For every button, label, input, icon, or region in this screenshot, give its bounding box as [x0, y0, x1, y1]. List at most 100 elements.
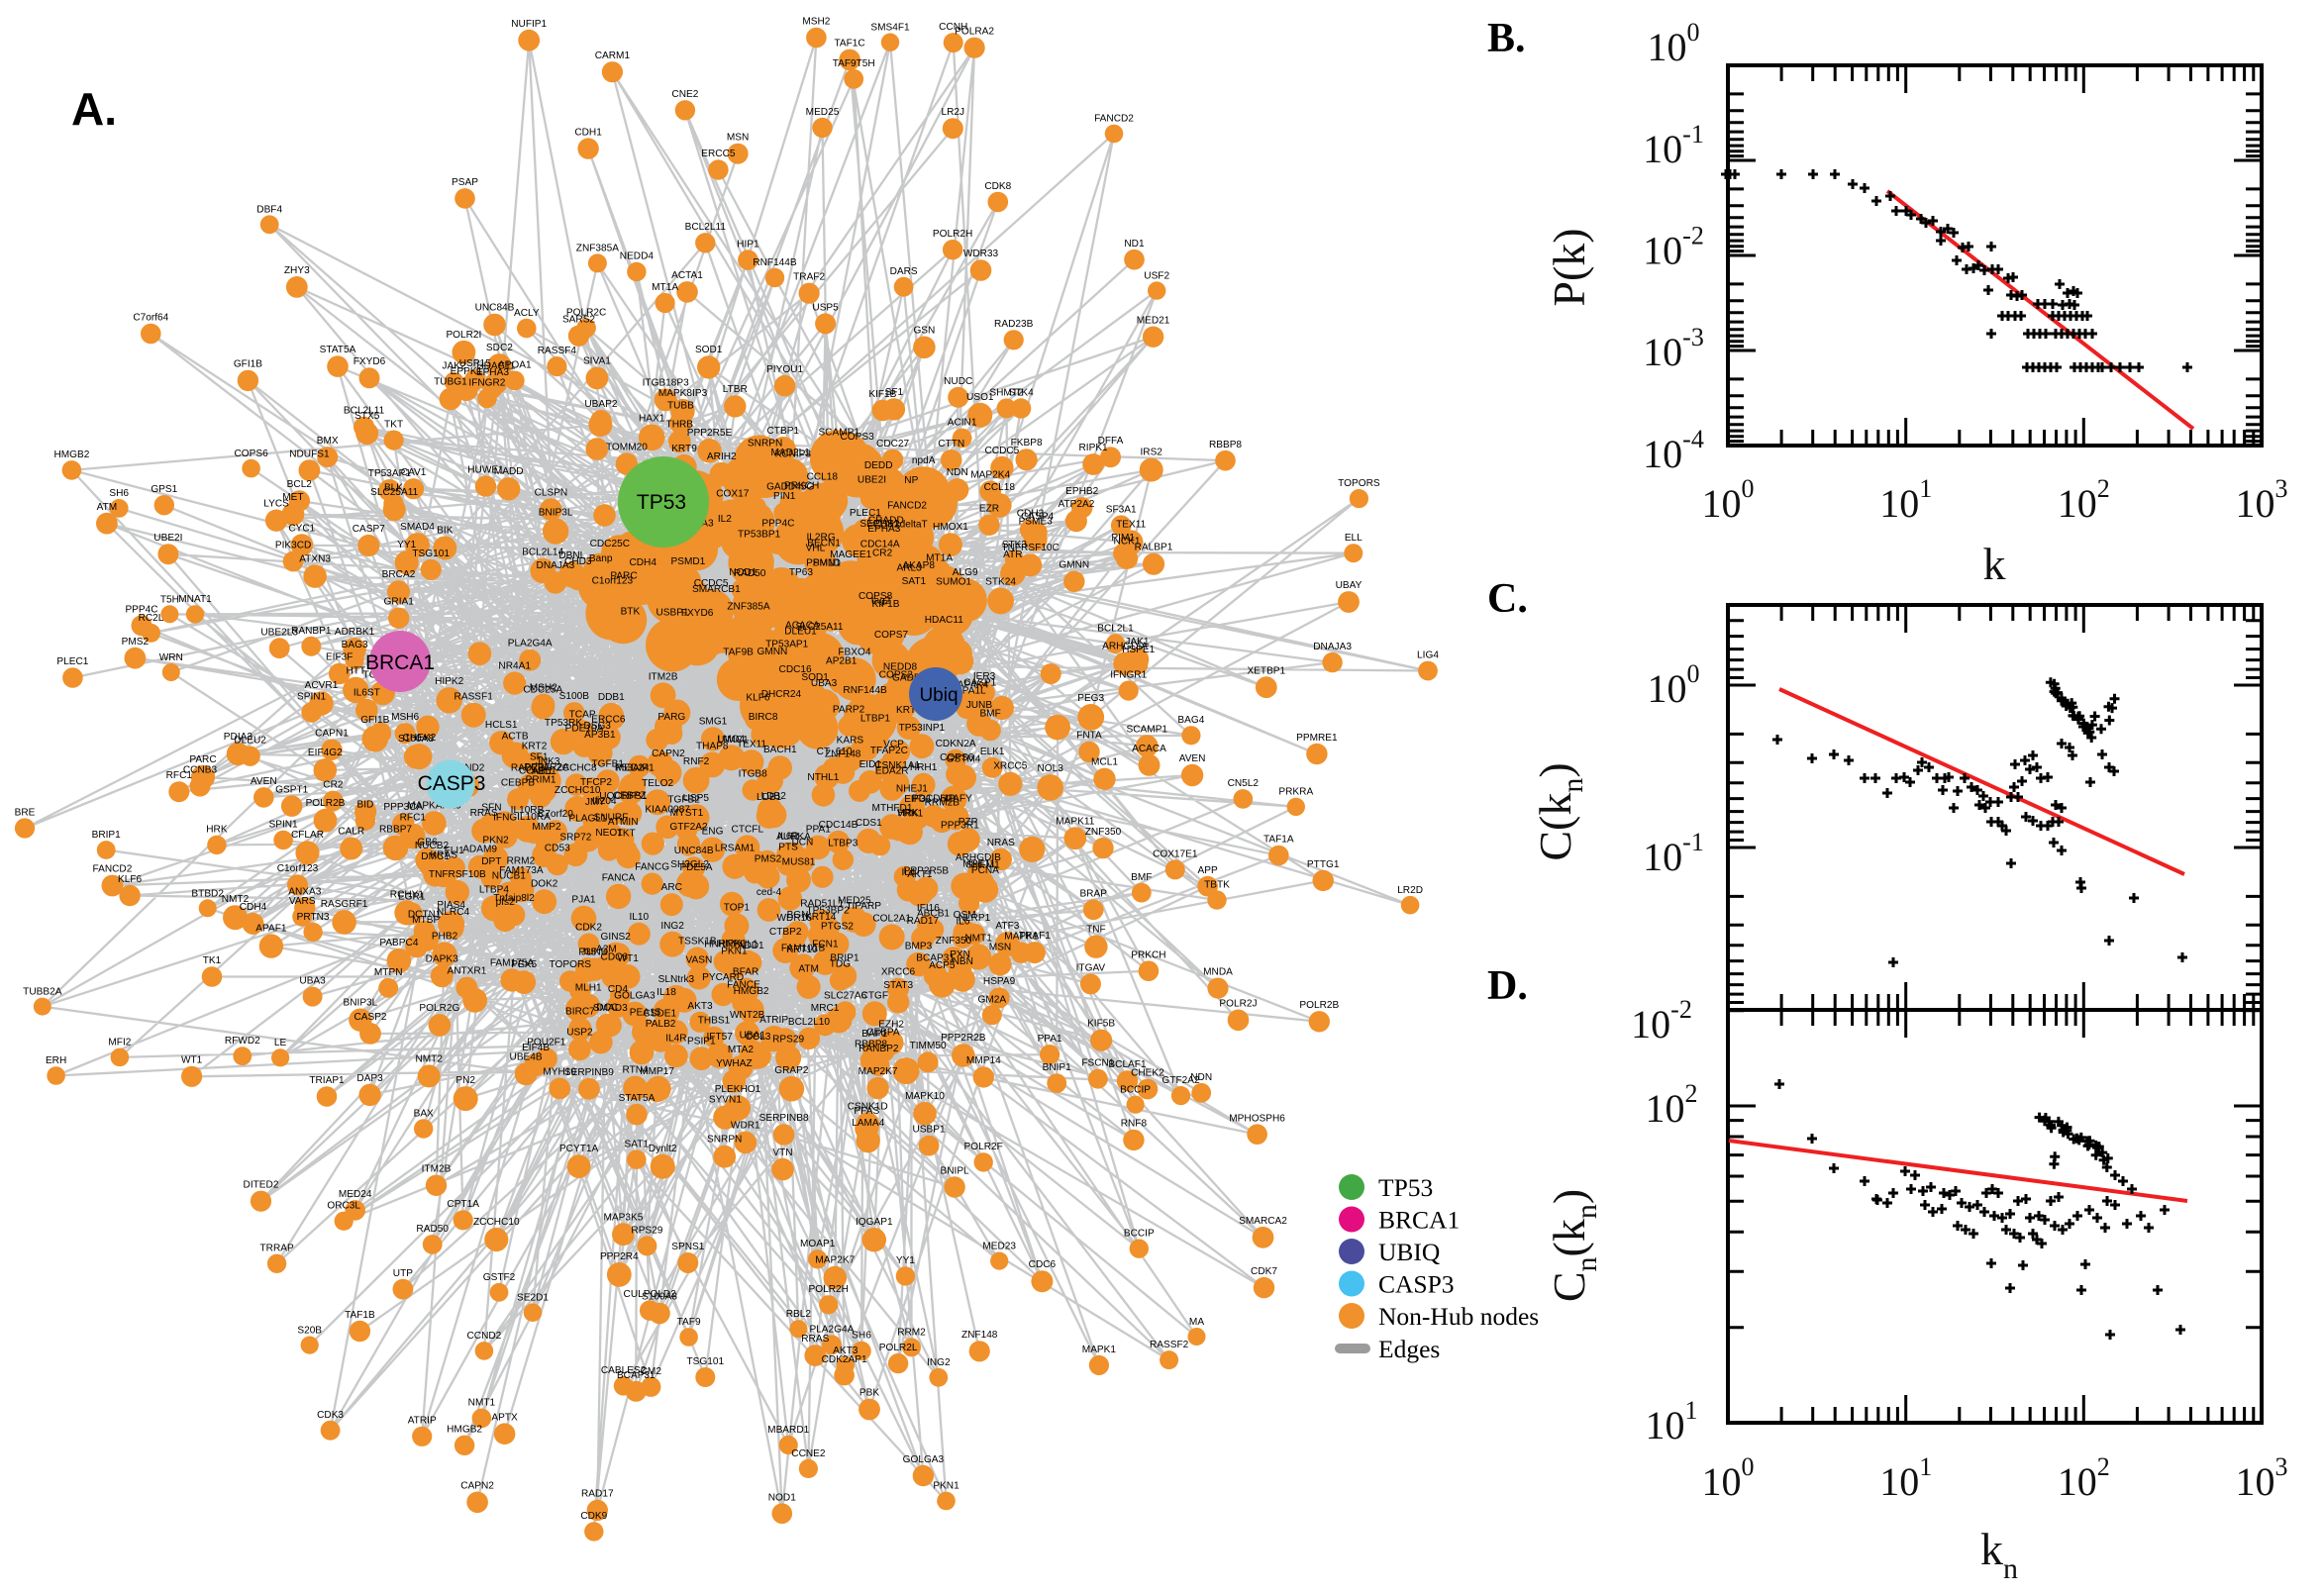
svg-text:SEPHS1: SEPHS1 — [859, 519, 899, 530]
svg-text:UBAY: UBAY — [1336, 580, 1363, 591]
svg-text:DDB1: DDB1 — [598, 692, 625, 703]
svg-text:RNF2: RNF2 — [683, 756, 710, 767]
svg-text:RASSF1: RASSF1 — [454, 692, 494, 703]
svg-text:CN5L2: CN5L2 — [1228, 778, 1260, 789]
svg-text:SLNtrk3: SLNtrk3 — [658, 974, 695, 985]
svg-text:CHD3: CHD3 — [564, 556, 592, 567]
svg-text:SF1: SF1 — [885, 387, 904, 398]
svg-text:KRT2: KRT2 — [522, 741, 548, 751]
svg-text:CCNB3: CCNB3 — [183, 765, 218, 776]
svg-text:SHMT2: SHMT2 — [989, 388, 1024, 399]
svg-text:UBA3: UBA3 — [811, 678, 838, 689]
svg-text:RPS29: RPS29 — [631, 1225, 662, 1236]
svg-text:PALB2: PALB2 — [646, 1019, 676, 1030]
svg-text:LTBP1: LTBP1 — [860, 714, 890, 725]
svg-text:TAF1A: TAF1A — [1263, 835, 1294, 846]
svg-text:DAPK3: DAPK3 — [426, 953, 458, 964]
svg-text:UBAP2: UBAP2 — [584, 399, 617, 410]
svg-text:COPS6: COPS6 — [940, 752, 974, 763]
svg-text:CALR: CALR — [338, 827, 364, 838]
svg-text:CTBP2: CTBP2 — [769, 927, 802, 938]
svg-text:BMF: BMF — [1131, 872, 1152, 883]
svg-text:VTN: VTN — [772, 1147, 792, 1158]
svg-text:SPIN1: SPIN1 — [269, 820, 299, 831]
svg-text:CDS1: CDS1 — [856, 818, 882, 829]
svg-text:FCN1: FCN1 — [812, 939, 839, 949]
svg-text:DAP3: DAP3 — [356, 1073, 383, 1084]
svg-text:SMARCB1: SMARCB1 — [692, 584, 741, 595]
svg-text:LAMA4: LAMA4 — [852, 1118, 884, 1129]
svg-text:IL4: IL4 — [901, 867, 915, 878]
svg-text:DBF4: DBF4 — [256, 204, 282, 215]
svg-text:BCL2L14: BCL2L14 — [522, 548, 563, 558]
svg-text:MAP2K7: MAP2K7 — [858, 1066, 898, 1077]
svg-text:ZCCHC10: ZCCHC10 — [473, 1217, 520, 1228]
svg-text:MOAP1: MOAP1 — [800, 1239, 836, 1249]
svg-text:PIN1: PIN1 — [773, 491, 796, 502]
svg-text:SOD1: SOD1 — [801, 672, 829, 683]
svg-text:MMP14: MMP14 — [966, 1055, 1001, 1066]
svg-text:TAF9B: TAF9B — [723, 647, 754, 657]
svg-text:SDC2: SDC2 — [486, 343, 513, 353]
svg-text:SIVA1: SIVA1 — [583, 356, 611, 367]
svg-text:JMY: JMY — [585, 797, 605, 808]
svg-text:KIF1B: KIF1B — [868, 389, 896, 400]
svg-text:IL6R: IL6R — [777, 832, 798, 843]
svg-text:NOL3: NOL3 — [1038, 763, 1064, 774]
svg-text:USBP1: USBP1 — [656, 608, 688, 619]
svg-text:RC2L: RC2L — [139, 613, 164, 624]
svg-text:WNT2B: WNT2B — [730, 1010, 765, 1021]
svg-text:FAM101B: FAM101B — [781, 943, 826, 953]
svg-text:ced-4: ced-4 — [757, 887, 782, 898]
svg-text:CDC16: CDC16 — [779, 664, 812, 675]
svg-text:GMNN: GMNN — [1059, 560, 1089, 571]
svg-text:NRAS: NRAS — [987, 838, 1015, 848]
svg-text:ZCCHC10: ZCCHC10 — [555, 785, 601, 796]
svg-text:SE2D1: SE2D1 — [517, 1292, 549, 1303]
svg-text:SMG1: SMG1 — [699, 716, 728, 727]
svg-text:TP53BP2: TP53BP2 — [806, 906, 850, 917]
svg-text:HTT: HTT — [346, 666, 365, 677]
svg-text:NDUFS1: NDUFS1 — [289, 449, 330, 459]
svg-text:SMAD4: SMAD4 — [400, 522, 435, 533]
svg-text:ADAM9: ADAM9 — [462, 845, 497, 855]
svg-text:TP53BP1: TP53BP1 — [738, 530, 781, 541]
svg-text:ING2: ING2 — [660, 921, 684, 932]
svg-text:BCL2L10: BCL2L10 — [788, 1017, 830, 1028]
svg-text:BLK: BLK — [384, 483, 403, 494]
svg-text:FLI1: FLI1 — [445, 846, 465, 856]
svg-text:CNE2: CNE2 — [671, 89, 698, 100]
svg-text:IL10RB: IL10RB — [511, 805, 545, 816]
svg-text:MAP2K7: MAP2K7 — [815, 1255, 855, 1266]
svg-text:SNRPN: SNRPN — [707, 1135, 742, 1146]
svg-text:DARS: DARS — [890, 266, 918, 277]
svg-text:GRIA1: GRIA1 — [384, 597, 415, 608]
svg-text:UBA3: UBA3 — [299, 976, 326, 987]
svg-text:HMGB2: HMGB2 — [53, 449, 89, 460]
svg-text:MLH1: MLH1 — [575, 983, 602, 994]
svg-text:BTBD2: BTBD2 — [191, 888, 224, 899]
svg-text:FSCN1: FSCN1 — [1081, 1058, 1114, 1069]
svg-text:ATR: ATR — [1003, 549, 1022, 560]
svg-text:DNAJA3: DNAJA3 — [1313, 642, 1352, 652]
svg-text:CASP3: CASP3 — [1378, 1270, 1455, 1299]
svg-text:MPHOSPH6: MPHOSPH6 — [1229, 1114, 1285, 1125]
svg-text:MYST1: MYST1 — [670, 808, 704, 819]
svg-text:PN2: PN2 — [455, 1075, 475, 1086]
svg-text:T5H: T5H — [160, 594, 179, 605]
svg-text:USP5: USP5 — [683, 793, 710, 804]
svg-text:RCHY1: RCHY1 — [390, 889, 425, 900]
svg-text:VCP: VCP — [883, 740, 904, 750]
svg-text:USP5: USP5 — [812, 303, 839, 314]
svg-text:UIMC1: UIMC1 — [717, 735, 749, 746]
svg-text:RBBP8: RBBP8 — [1209, 440, 1242, 450]
svg-text:CDK3: CDK3 — [317, 1410, 344, 1421]
svg-text:HRK: HRK — [206, 825, 228, 836]
svg-text:CDK9: CDK9 — [580, 1511, 607, 1522]
svg-text:SFN: SFN — [481, 803, 501, 814]
svg-text:PMS2: PMS2 — [755, 853, 782, 864]
svg-text:EZH2: EZH2 — [878, 1020, 904, 1031]
svg-text:MTA2: MTA2 — [728, 1045, 755, 1055]
svg-text:MSH2: MSH2 — [530, 683, 557, 694]
svg-text:TFAP2C: TFAP2C — [870, 746, 908, 756]
